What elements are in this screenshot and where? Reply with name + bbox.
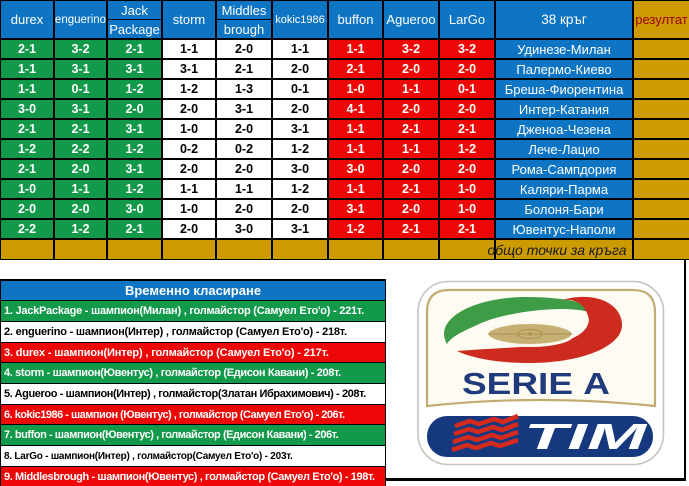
svg-text:SERIE A: SERIE A (462, 366, 610, 401)
svg-text:TIM: TIM (524, 416, 648, 457)
